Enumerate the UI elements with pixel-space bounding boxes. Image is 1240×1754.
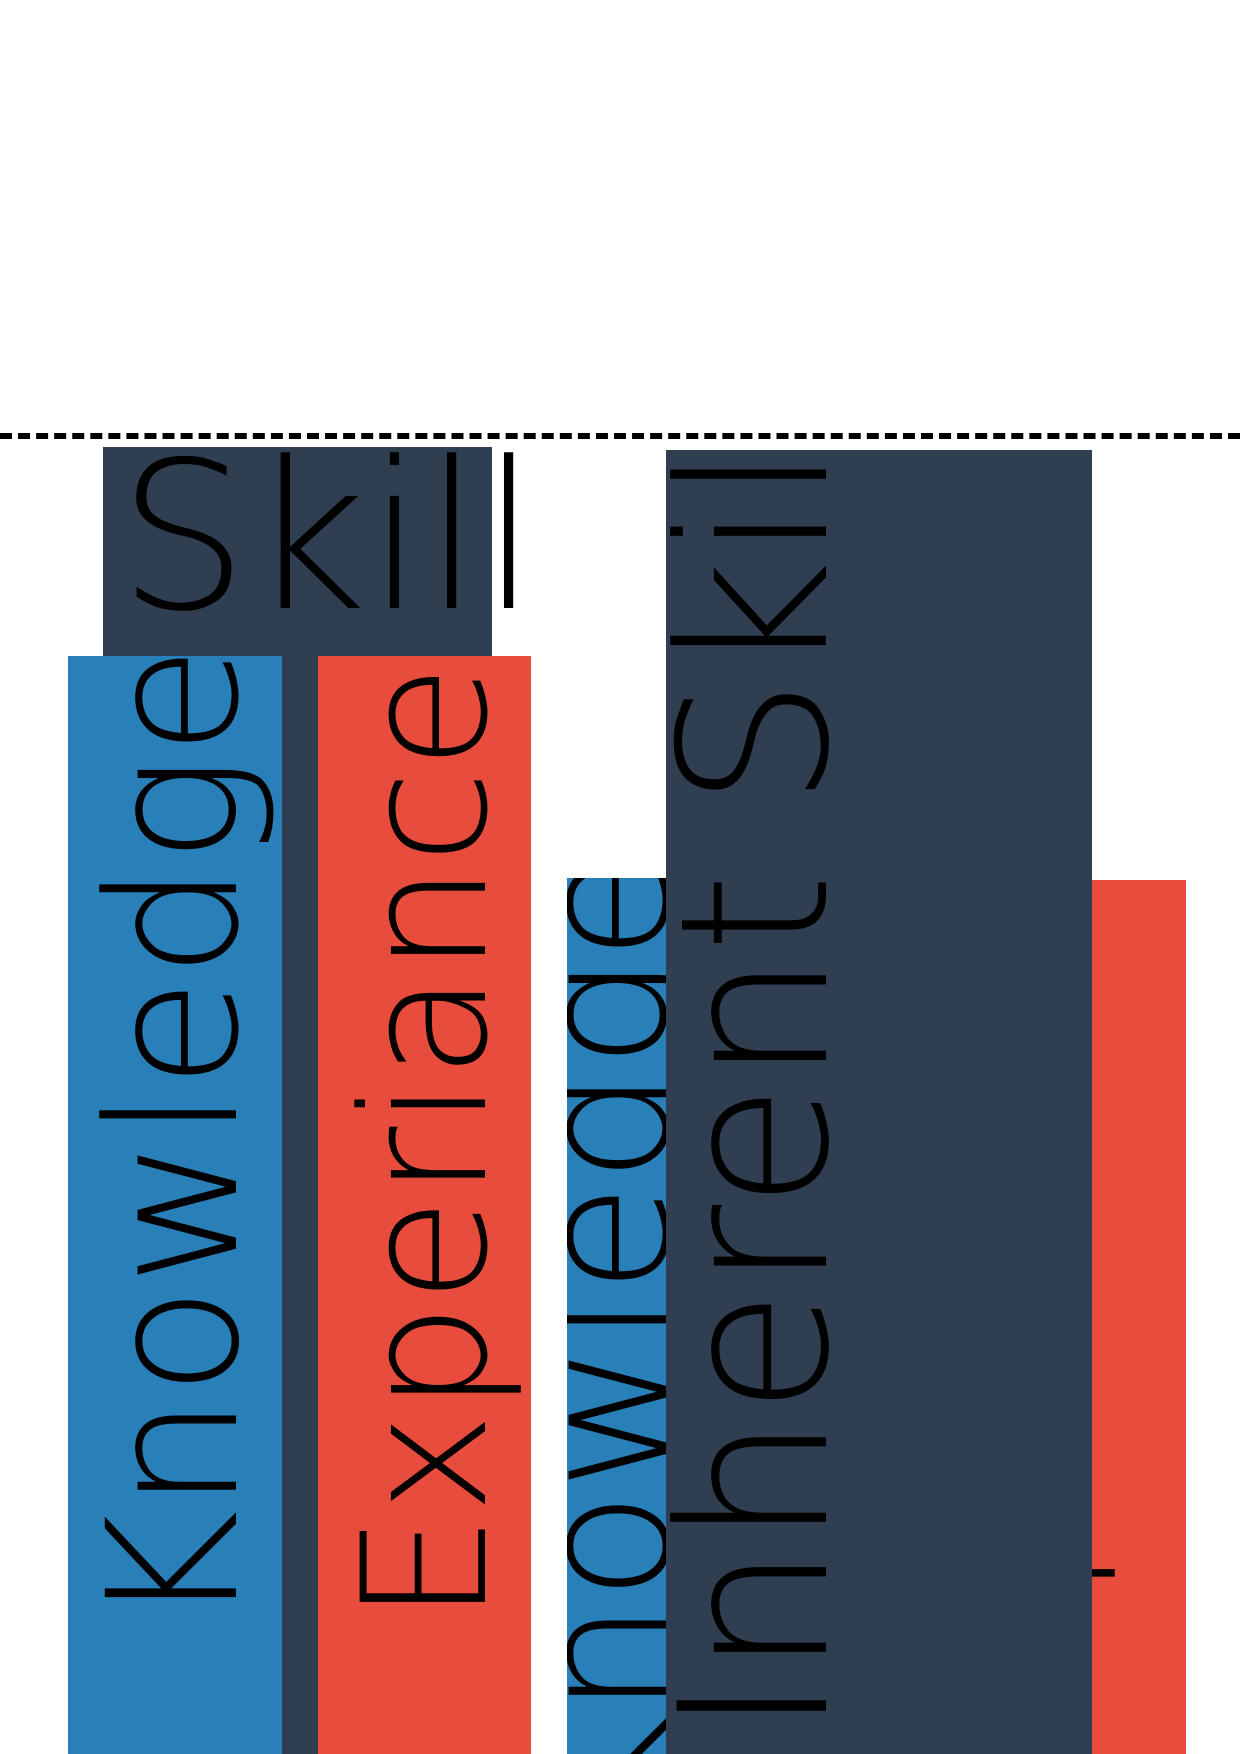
threshold-dashed-line	[0, 433, 1240, 439]
right-inherent-skill-block: Inherent Skill	[666, 450, 1092, 1754]
right-inherent-skill-label-wrap: Inherent Skill	[666, 450, 875, 1754]
left-experience-block	[318, 656, 531, 1754]
left-experience-label: Experiance	[325, 664, 526, 1623]
left-skill-label: Skill	[118, 419, 538, 657]
left-knowledge-block	[68, 656, 282, 1754]
left-experience-label-wrap: Experiance	[325, 664, 526, 1736]
right-knowledge-label-wrap: Knowledge	[567, 878, 687, 1754]
left-knowledge-label-wrap: Knowledge	[70, 645, 279, 1737]
right-inherent-skill-label: Inherent Skill	[666, 450, 875, 1736]
left-knowledge-label: Knowledge	[70, 645, 279, 1629]
